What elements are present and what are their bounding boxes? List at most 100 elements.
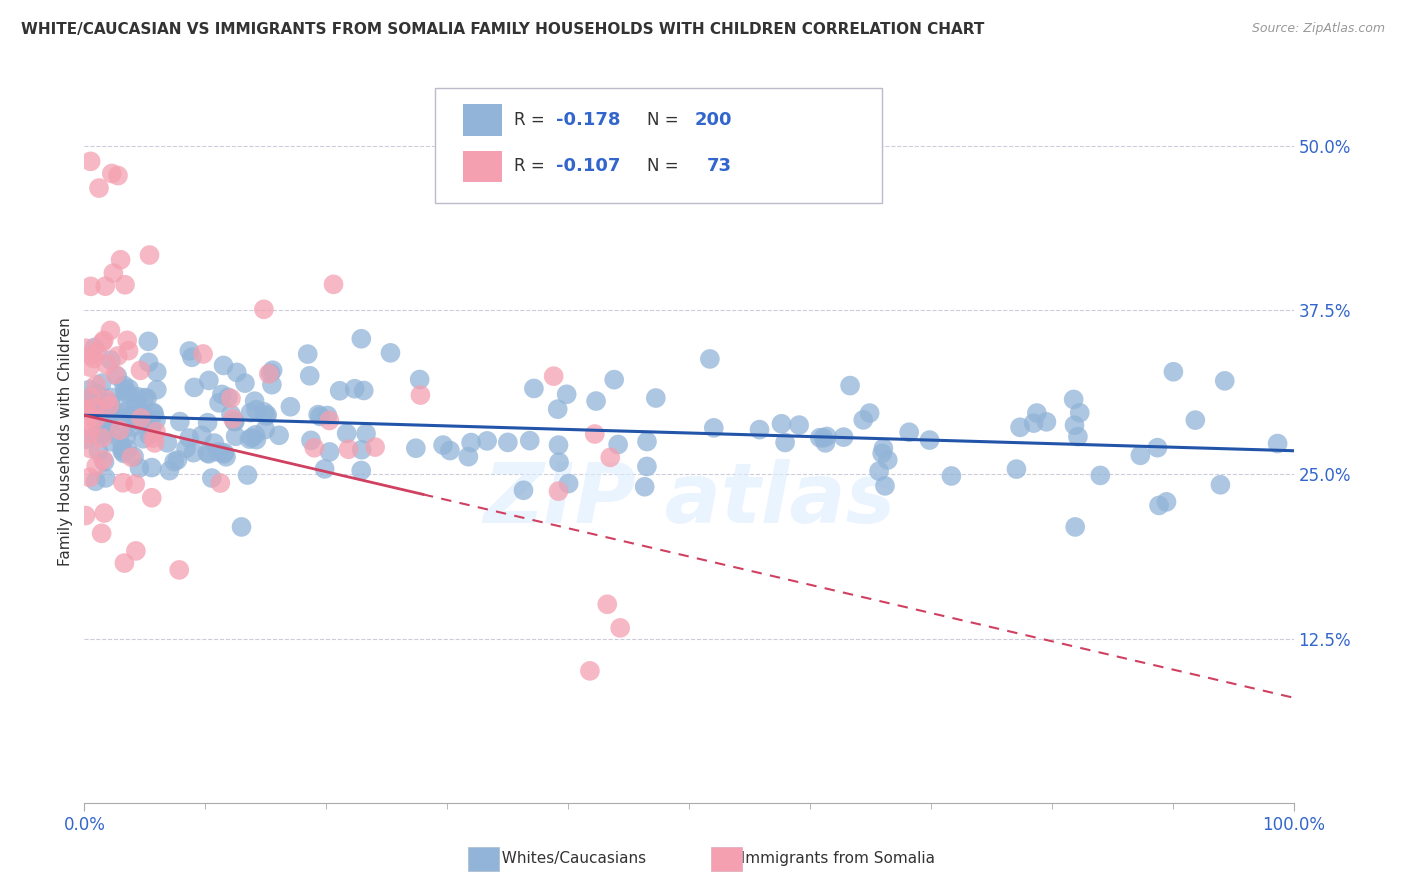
Point xyxy=(219,392,242,406)
Point xyxy=(115,334,138,348)
Point xyxy=(94,279,117,293)
Point xyxy=(191,428,214,442)
Point xyxy=(112,446,135,460)
Point xyxy=(108,431,131,445)
Point xyxy=(208,396,231,410)
Point xyxy=(132,409,155,424)
Point xyxy=(280,400,302,414)
Point xyxy=(596,597,619,611)
Point xyxy=(114,384,136,398)
Point xyxy=(519,434,541,448)
Point xyxy=(304,441,326,455)
Point xyxy=(773,435,796,450)
Point xyxy=(141,421,163,435)
Point xyxy=(141,491,163,505)
Point xyxy=(839,378,862,392)
Point xyxy=(91,335,114,350)
Point xyxy=(941,469,963,483)
Point xyxy=(1063,392,1085,407)
Point xyxy=(547,484,569,499)
Point xyxy=(197,416,219,430)
Point xyxy=(94,471,117,485)
Text: Whites/Caucasians: Whites/Caucasians xyxy=(492,851,647,865)
Point xyxy=(239,406,262,420)
Point xyxy=(457,450,479,464)
Point xyxy=(299,434,322,448)
Point xyxy=(98,399,121,413)
Point xyxy=(97,418,120,433)
Point xyxy=(145,365,167,379)
Point xyxy=(84,411,107,425)
Point xyxy=(79,154,101,169)
Point xyxy=(146,383,169,397)
Point xyxy=(202,436,225,450)
Point xyxy=(114,277,136,292)
Point xyxy=(350,464,373,478)
Point xyxy=(110,252,132,267)
Point xyxy=(96,358,118,372)
Point xyxy=(100,434,122,449)
Point xyxy=(543,369,565,384)
Point xyxy=(101,404,124,418)
Point xyxy=(405,441,427,455)
Point xyxy=(79,360,101,375)
Point xyxy=(256,408,278,422)
Point xyxy=(183,445,205,459)
Point xyxy=(84,377,107,392)
Point xyxy=(350,332,373,346)
Point xyxy=(197,447,219,461)
Point xyxy=(1267,436,1289,450)
Text: WHITE/CAUCASIAN VS IMMIGRANTS FROM SOMALIA FAMILY HOUSEHOLDS WITH CHILDREN CORRE: WHITE/CAUCASIAN VS IMMIGRANTS FROM SOMAL… xyxy=(21,22,984,37)
Point xyxy=(136,416,159,430)
Point xyxy=(460,435,482,450)
Point xyxy=(318,413,340,427)
Point xyxy=(108,423,131,437)
Point xyxy=(166,453,188,467)
Point xyxy=(138,428,160,442)
Point xyxy=(118,409,141,423)
Point xyxy=(118,382,141,396)
Point xyxy=(89,400,111,414)
Point xyxy=(260,377,283,392)
Point xyxy=(122,450,145,464)
Point xyxy=(195,446,218,460)
Point xyxy=(84,475,107,489)
Point xyxy=(1213,374,1236,388)
Point xyxy=(215,450,238,464)
FancyBboxPatch shape xyxy=(463,151,502,182)
Point xyxy=(219,408,242,422)
Point xyxy=(225,365,247,379)
Point xyxy=(432,438,454,452)
Point xyxy=(79,470,101,484)
Point xyxy=(93,334,115,348)
Point xyxy=(209,476,232,491)
FancyBboxPatch shape xyxy=(463,104,502,136)
Point xyxy=(117,442,139,457)
Point xyxy=(90,427,112,442)
Point xyxy=(80,420,103,434)
Point xyxy=(1005,462,1028,476)
Text: 73: 73 xyxy=(707,157,733,176)
Point xyxy=(1129,448,1152,462)
Text: N =: N = xyxy=(647,111,683,128)
Point xyxy=(179,431,201,445)
Point xyxy=(136,391,159,405)
Point xyxy=(211,387,233,401)
Point xyxy=(108,414,131,428)
Point xyxy=(808,431,831,445)
Point xyxy=(245,402,267,417)
Point xyxy=(145,413,167,427)
Point xyxy=(918,433,941,447)
Point xyxy=(167,563,190,577)
Point xyxy=(143,407,166,421)
Point xyxy=(408,372,430,386)
Point xyxy=(336,426,359,441)
Point xyxy=(198,373,221,387)
Point xyxy=(314,462,336,476)
Point xyxy=(770,417,793,431)
Point xyxy=(142,431,165,445)
Point xyxy=(224,415,246,429)
Point xyxy=(240,431,263,445)
Point xyxy=(748,423,770,437)
Point xyxy=(86,386,108,401)
